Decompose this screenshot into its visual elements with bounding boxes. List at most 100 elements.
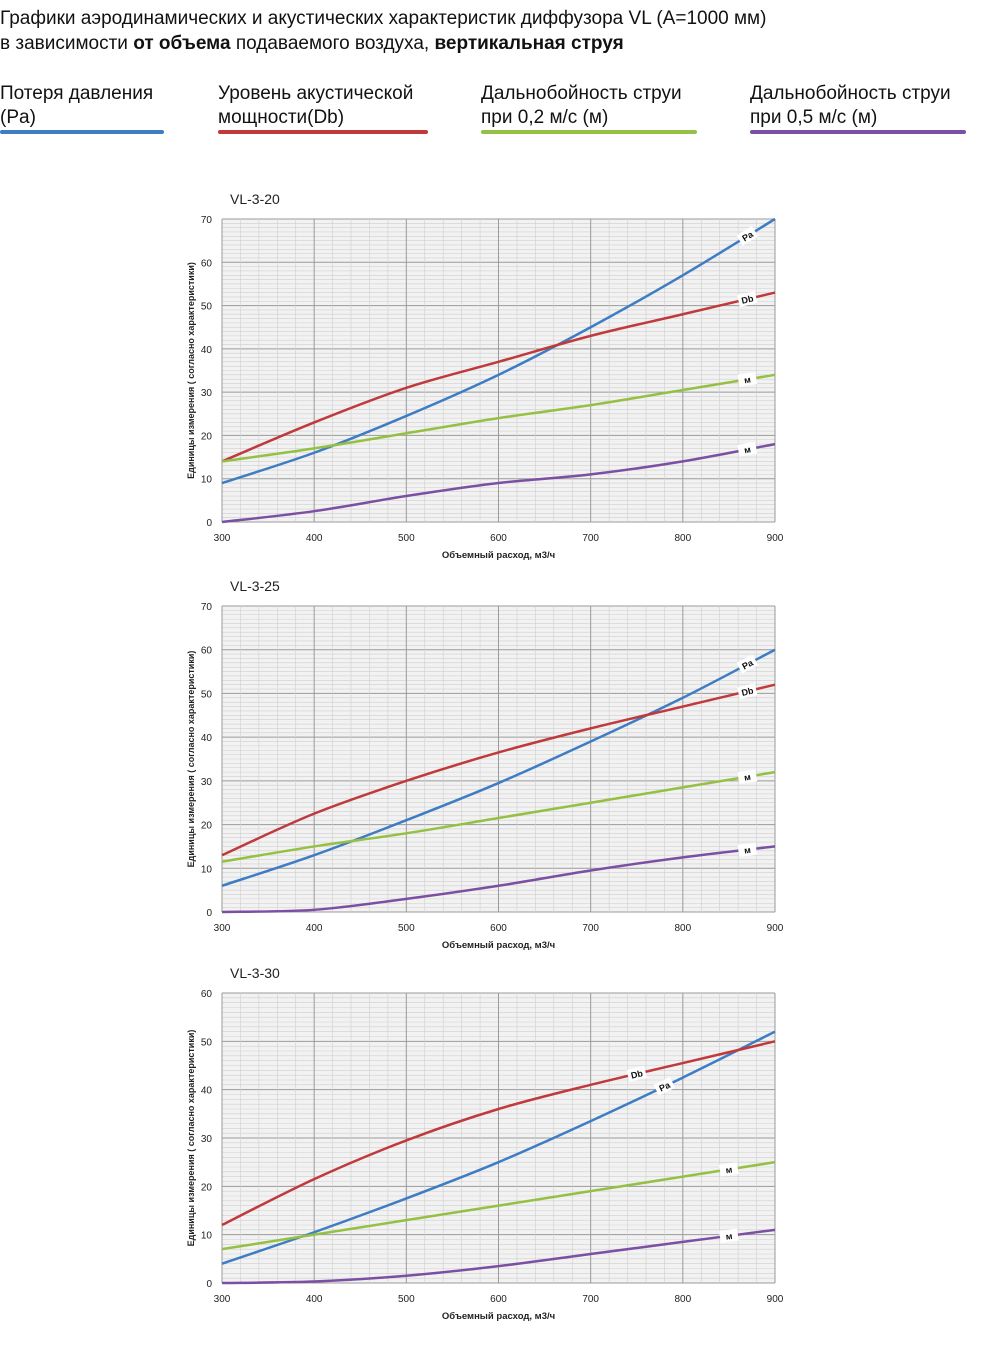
title-bold-text: от объема (133, 33, 231, 54)
series-line-Db (221, 683, 776, 857)
x-tick-label: 500 (398, 923, 415, 934)
x-tick-label: 800 (674, 923, 691, 934)
y-tick-label: 30 (201, 388, 213, 399)
x-tick-label: 700 (582, 533, 599, 544)
chart-title: VL-3-20 (230, 191, 280, 207)
x-tick-label: 800 (674, 1294, 691, 1305)
title-text: подаваемого воздуха, (230, 33, 435, 54)
series-line-м (221, 770, 776, 863)
y-tick-label: 70 (201, 602, 213, 613)
y-tick-label: 20 (201, 431, 213, 442)
series-label-text: Db (740, 685, 754, 698)
y-axis-label: Единицы измерения ( согласно характерист… (186, 1030, 196, 1247)
y-tick-label: 50 (201, 689, 213, 700)
y-tick-label: 60 (201, 989, 213, 1000)
label-background (719, 1228, 739, 1243)
x-tick-label: 400 (306, 923, 323, 934)
label-background (737, 441, 758, 457)
y-tick-label: 0 (206, 518, 212, 529)
series-label: Pa (653, 1077, 676, 1096)
y-tick-label: 60 (201, 646, 213, 657)
y-axis-label: Единицы измерения ( согласно характерист… (186, 262, 196, 479)
series-label: м (737, 769, 758, 785)
y-tick-label: 40 (201, 733, 213, 744)
series-label-text: м (725, 1164, 733, 1175)
label-background (653, 1077, 676, 1096)
x-tick-label: 600 (490, 1294, 507, 1305)
series-line-Db (221, 1040, 776, 1227)
series-label: м (737, 371, 758, 387)
series-label-text: м (743, 444, 752, 455)
x-tick-label: 500 (398, 533, 415, 544)
series-label-text: Pa (657, 1079, 672, 1093)
legend-acoustic: Уровень акустической мощности(Db) (218, 83, 414, 128)
series-label-text: м (744, 845, 752, 856)
series-label-text: м (743, 374, 752, 385)
label-background (737, 842, 757, 857)
series-label: м (719, 1162, 739, 1177)
x-tick-label: 800 (674, 533, 691, 544)
x-axis-label: Объемный расход, м3/ч (442, 550, 555, 561)
legend-pressure: Потеря давления (Pa) (0, 83, 154, 128)
y-tick-label: 10 (201, 864, 213, 875)
y-tick-label: 10 (201, 475, 213, 486)
y-tick-label: 40 (201, 345, 213, 356)
chart-title: VL-3-30 (230, 965, 280, 981)
y-tick-label: 0 (206, 1279, 212, 1290)
label-background (737, 769, 758, 785)
series-line-Pa (221, 648, 776, 887)
series-line-м (221, 373, 776, 463)
x-tick-label: 300 (214, 1294, 231, 1305)
series-line-Pa (221, 1030, 776, 1265)
y-tick-label: 10 (201, 1231, 213, 1242)
x-axis-label: Объемный расход, м3/ч (442, 940, 555, 951)
y-tick-label: 20 (201, 1182, 213, 1193)
series-label: Pa (736, 226, 759, 246)
chart-title: VL-3-25 (230, 578, 280, 594)
x-tick-label: 300 (214, 533, 231, 544)
y-tick-label: 60 (201, 258, 213, 269)
title-text: в зависимости (0, 33, 134, 54)
x-tick-label: 900 (767, 1294, 784, 1305)
x-tick-label: 700 (582, 1294, 599, 1305)
y-tick-label: 50 (201, 302, 213, 313)
series-line-м (221, 845, 776, 914)
y-tick-label: 20 (201, 821, 213, 832)
x-tick-label: 700 (582, 923, 599, 934)
label-background (736, 654, 759, 674)
y-tick-label: 50 (201, 1037, 213, 1048)
series-line-м (221, 1160, 776, 1251)
x-tick-label: 400 (306, 533, 323, 544)
y-tick-label: 0 (206, 908, 212, 919)
legend-swatch-acoustic (218, 130, 428, 134)
title-line-1: Графики аэродинамических и акустических … (0, 8, 767, 29)
legend-swatch-throw-05 (750, 130, 966, 134)
x-tick-label: 600 (490, 923, 507, 934)
series-line-Db (221, 291, 776, 463)
y-tick-label: 40 (201, 1086, 213, 1097)
legend-throw-05: Дальнобойность струи при 0,5 м/с (м) (750, 83, 951, 128)
series-label: Pa (736, 654, 759, 674)
x-tick-label: 600 (490, 533, 507, 544)
label-background (737, 683, 758, 700)
series-label-text: Db (740, 293, 754, 306)
series-label-text: Db (630, 1068, 644, 1081)
title-line-2: в зависимости от объема подаваемого возд… (0, 31, 766, 56)
label-background (736, 226, 759, 246)
label-background (719, 1162, 739, 1177)
series-label: м (719, 1228, 739, 1243)
y-axis-label: Единицы измерения ( согласно характерист… (186, 651, 196, 868)
series-line-Pa (221, 217, 776, 485)
series-line-м (221, 1228, 776, 1285)
label-background (737, 291, 758, 307)
label-background (737, 371, 758, 387)
legend-throw-02: Дальнобойность струи при 0,2 м/с (м) (481, 83, 682, 128)
legend-swatch-pressure (0, 130, 164, 134)
series-label: Db (737, 683, 758, 700)
series-label: м (737, 842, 757, 857)
x-tick-label: 900 (767, 923, 784, 934)
page-title: Графики аэродинамических и акустических … (0, 6, 766, 56)
